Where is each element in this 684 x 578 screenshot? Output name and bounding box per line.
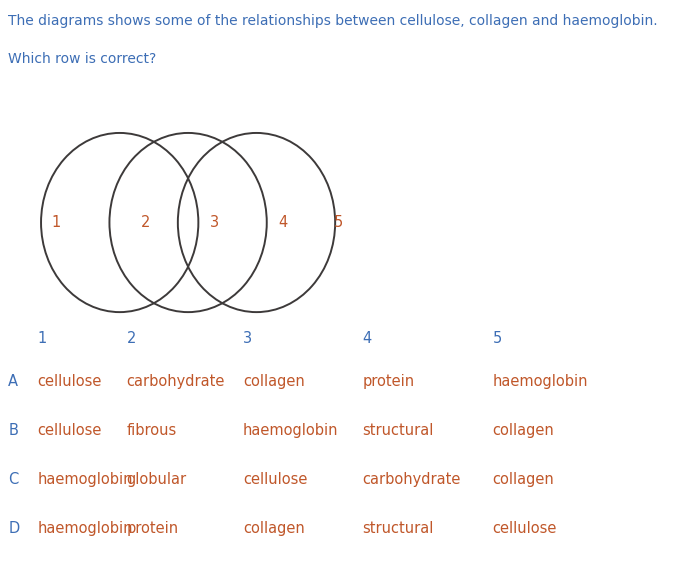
Text: cellulose: cellulose: [38, 423, 102, 438]
Text: 5: 5: [492, 331, 502, 346]
Text: carbohydrate: carbohydrate: [363, 472, 461, 487]
Text: cellulose: cellulose: [38, 374, 102, 389]
Text: collagen: collagen: [243, 521, 304, 536]
Text: haemoglobin: haemoglobin: [492, 374, 588, 389]
Text: 5: 5: [334, 215, 343, 230]
Text: fibrous: fibrous: [127, 423, 176, 438]
Text: 1: 1: [51, 215, 61, 230]
Text: collagen: collagen: [243, 374, 304, 389]
Text: D: D: [8, 521, 19, 536]
Text: A: A: [8, 374, 18, 389]
Text: cellulose: cellulose: [492, 521, 557, 536]
Text: cellulose: cellulose: [243, 472, 307, 487]
Text: haemoglobin: haemoglobin: [38, 472, 133, 487]
Text: haemoglobin: haemoglobin: [243, 423, 339, 438]
Text: The diagrams shows some of the relationships between cellulose, collagen and hae: The diagrams shows some of the relations…: [8, 14, 658, 28]
Text: Which row is correct?: Which row is correct?: [8, 52, 157, 66]
Text: structural: structural: [363, 423, 434, 438]
Text: B: B: [8, 423, 18, 438]
Text: protein: protein: [363, 374, 415, 389]
Text: carbohydrate: carbohydrate: [127, 374, 225, 389]
Text: 3: 3: [243, 331, 252, 346]
Text: 4: 4: [278, 215, 287, 230]
Text: 2: 2: [141, 215, 150, 230]
Text: globular: globular: [127, 472, 187, 487]
Text: structural: structural: [363, 521, 434, 536]
Text: collagen: collagen: [492, 423, 554, 438]
Text: haemoglobin: haemoglobin: [38, 521, 133, 536]
Text: 1: 1: [38, 331, 47, 346]
Text: 4: 4: [363, 331, 372, 346]
Text: protein: protein: [127, 521, 179, 536]
Text: 3: 3: [209, 215, 219, 230]
Text: 2: 2: [127, 331, 136, 346]
Text: C: C: [8, 472, 18, 487]
Text: collagen: collagen: [492, 472, 554, 487]
